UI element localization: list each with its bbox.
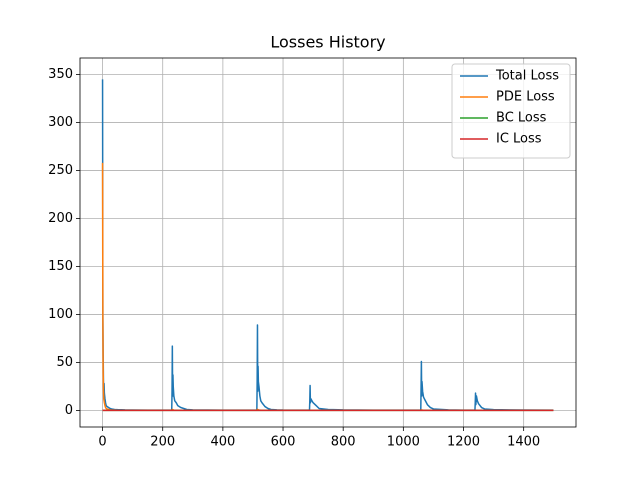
- x-tick-label: 0: [98, 435, 106, 450]
- y-tick-label: 0: [65, 403, 73, 418]
- x-tick-label: 400: [210, 435, 235, 450]
- x-tick-label: 1200: [447, 435, 480, 450]
- legend-label: BC Loss: [496, 111, 547, 126]
- x-tick-label: 1000: [387, 435, 420, 450]
- x-tick-label: 200: [150, 435, 175, 450]
- x-tick-label: 1400: [507, 435, 540, 450]
- y-tick-label: 200: [48, 211, 73, 226]
- x-tick-label: 800: [331, 435, 356, 450]
- legend-label: Total Loss: [495, 69, 559, 84]
- plot-lines: [101, 79, 554, 412]
- y-tick-label: 250: [48, 163, 73, 178]
- legend-label: PDE Loss: [496, 90, 555, 105]
- y-tick-label: 300: [48, 115, 73, 130]
- y-tick-label: 350: [48, 67, 73, 82]
- y-tick-label: 100: [48, 307, 73, 322]
- y-tick-label: 150: [48, 259, 73, 274]
- legend: Total Loss PDE Loss BC Loss IC Loss: [451, 63, 571, 159]
- legend-box: [451, 63, 571, 159]
- y-tick-label: 50: [56, 355, 73, 370]
- chart-title: Losses History: [270, 33, 385, 52]
- axes-frame: [79, 57, 577, 428]
- legend-label: IC Loss: [496, 132, 542, 147]
- x-tick-label: 600: [271, 435, 296, 450]
